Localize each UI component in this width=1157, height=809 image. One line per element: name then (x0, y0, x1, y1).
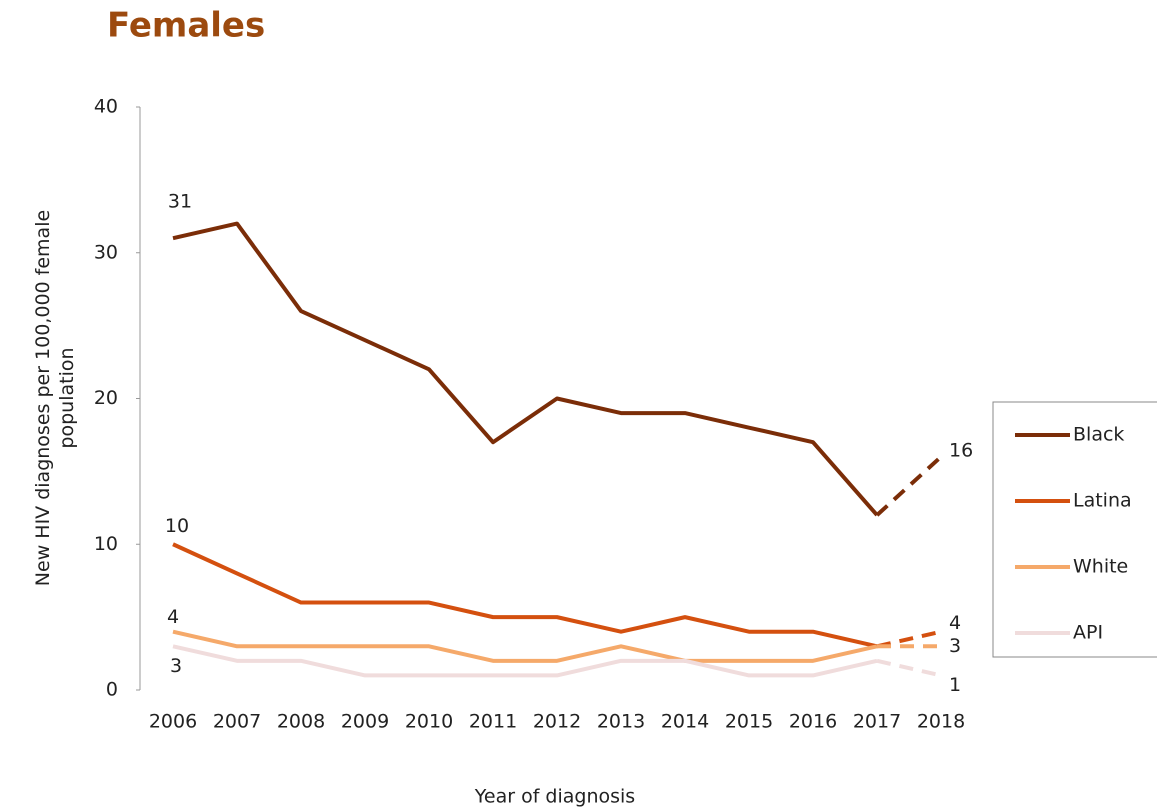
chart-title: Females (107, 6, 265, 46)
x-tick-label: 2011 (469, 711, 517, 733)
x-tick-label: 2016 (789, 711, 837, 733)
x-tick-label: 2008 (277, 711, 325, 733)
series-line (172, 644, 878, 678)
y-tick-label: 30 (94, 241, 118, 263)
data-label: 10 (165, 515, 189, 537)
legend-label: Black (1073, 424, 1124, 446)
data-label: 16 (949, 439, 973, 461)
y-axis-label: New HIV diagnoses per 100,000 female pop… (32, 209, 78, 587)
series-line-dashed (876, 658, 942, 678)
series-line (172, 542, 878, 649)
x-tick-label: 2018 (917, 711, 965, 733)
x-axis-label: Year of diagnosis (474, 786, 635, 808)
legend-label: Latina (1073, 490, 1132, 512)
data-label: 4 (949, 612, 961, 634)
x-tick-label: 2014 (661, 711, 709, 733)
legend-label: White (1073, 556, 1128, 578)
data-label: 3 (949, 635, 961, 657)
y-tick-label: 0 (106, 679, 118, 701)
data-label: 1 (949, 674, 961, 696)
x-tick-label: 2017 (853, 711, 901, 733)
data-label: 31 (168, 191, 192, 213)
data-label: 3 (170, 655, 182, 677)
x-tick-label: 2010 (405, 711, 453, 733)
x-tick-label: 2007 (213, 711, 261, 733)
x-tick-label: 2006 (149, 711, 197, 733)
y-tick-label: 20 (94, 387, 118, 409)
x-tick-label: 2012 (533, 711, 581, 733)
series-line (172, 629, 878, 663)
series-line-dashed (876, 629, 942, 649)
x-tick-label: 2015 (725, 711, 773, 733)
y-tick-label: 40 (94, 96, 118, 118)
series-line-dashed (875, 455, 943, 517)
x-tick-label: 2013 (597, 711, 645, 733)
legend-box (992, 401, 1157, 658)
x-tick-label: 2009 (341, 711, 389, 733)
y-tick-label: 10 (94, 533, 118, 555)
series-line (172, 221, 879, 517)
data-label: 4 (167, 606, 179, 628)
legend-label: API (1073, 622, 1103, 644)
